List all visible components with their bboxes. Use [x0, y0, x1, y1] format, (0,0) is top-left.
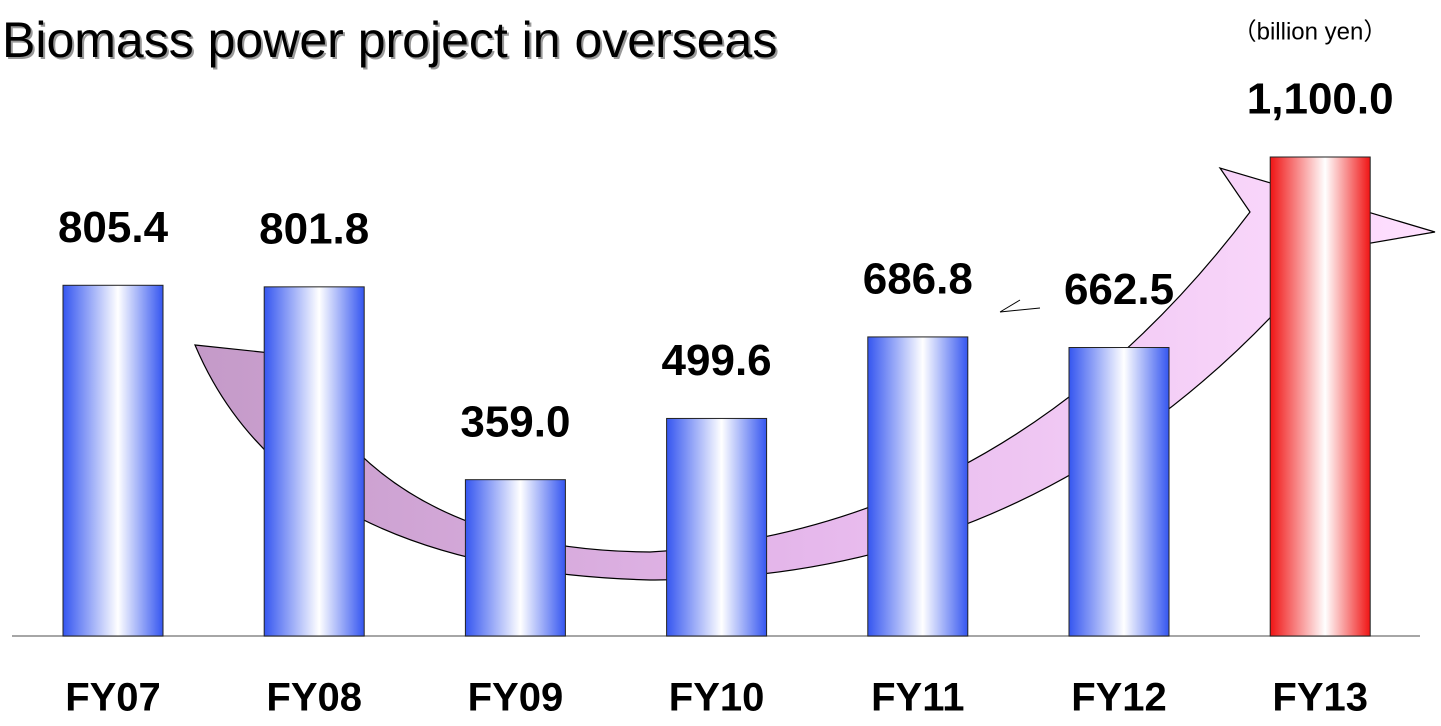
x-tick-label: FY08: [266, 676, 362, 720]
value-label: 662.5: [1064, 265, 1174, 314]
trend-arrow: [195, 168, 1435, 580]
value-label: 499.6: [662, 336, 772, 385]
x-tick-label: FY13: [1272, 676, 1368, 720]
bar: [1270, 157, 1370, 636]
bar: [264, 287, 364, 636]
arrow-shape: [195, 168, 1435, 580]
bar: [63, 285, 163, 636]
bar: [667, 418, 767, 636]
bar: [465, 480, 565, 636]
value-label: 1,100.0: [1247, 75, 1394, 124]
leader-mark: [1000, 300, 1040, 312]
value-label: 686.8: [863, 255, 973, 304]
x-tick-label: FY09: [468, 676, 564, 720]
chart-title: Biomass power project in overseas: [2, 12, 777, 68]
chart: Biomass power project in overseas Biomas…: [0, 0, 1441, 726]
bar: [1069, 348, 1169, 636]
x-tick-label: FY12: [1071, 676, 1167, 720]
value-label: 805.4: [58, 203, 169, 252]
x-tick-label: FY10: [669, 676, 765, 720]
bar: [868, 337, 968, 636]
x-tick-label: FY11: [871, 676, 964, 720]
value-label: 359.0: [460, 397, 570, 446]
value-label: 801.8: [259, 204, 369, 253]
unit-label: （billion yen）: [1233, 18, 1388, 45]
x-tick-label: FY07: [65, 676, 161, 720]
